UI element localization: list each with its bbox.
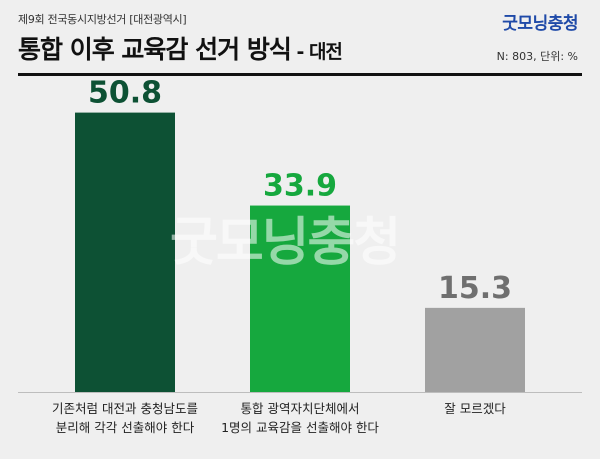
bar-2	[250, 205, 350, 392]
category-label-2-line-1: 통합 광역자치단체에서	[241, 401, 360, 416]
election-subtitle: 제9회 전국동시지방선거 [대전광역시]	[18, 13, 187, 26]
category-label-1-line-2: 분리해 각각 선출해야 한다	[56, 420, 195, 435]
bar-value-label-1: 50.8	[88, 76, 162, 111]
brand-logo: 굿모닝충청	[502, 14, 578, 34]
title-main: 통합 이후 교육감 선거 방식	[18, 35, 292, 64]
page-title: 통합 이후 교육감 선거 방식 - 대전	[18, 30, 343, 66]
category-label-3-line-1: 잘 모르겠다	[444, 401, 506, 416]
category-label-1-line-1: 기존처럼 대전과 충청남도를	[52, 401, 198, 416]
title-region: - 대전	[290, 41, 342, 63]
bar-value-label-3: 15.3	[438, 271, 512, 306]
sample-meta: N: 803, 단위: %	[496, 50, 578, 63]
title-divider	[18, 73, 582, 76]
category-label-2-line-2: 1명의 교육감을 선출해야 한다	[221, 420, 379, 435]
bar-1	[75, 112, 175, 392]
bar-value-label-2: 33.9	[263, 169, 337, 204]
bar-3	[425, 307, 525, 392]
